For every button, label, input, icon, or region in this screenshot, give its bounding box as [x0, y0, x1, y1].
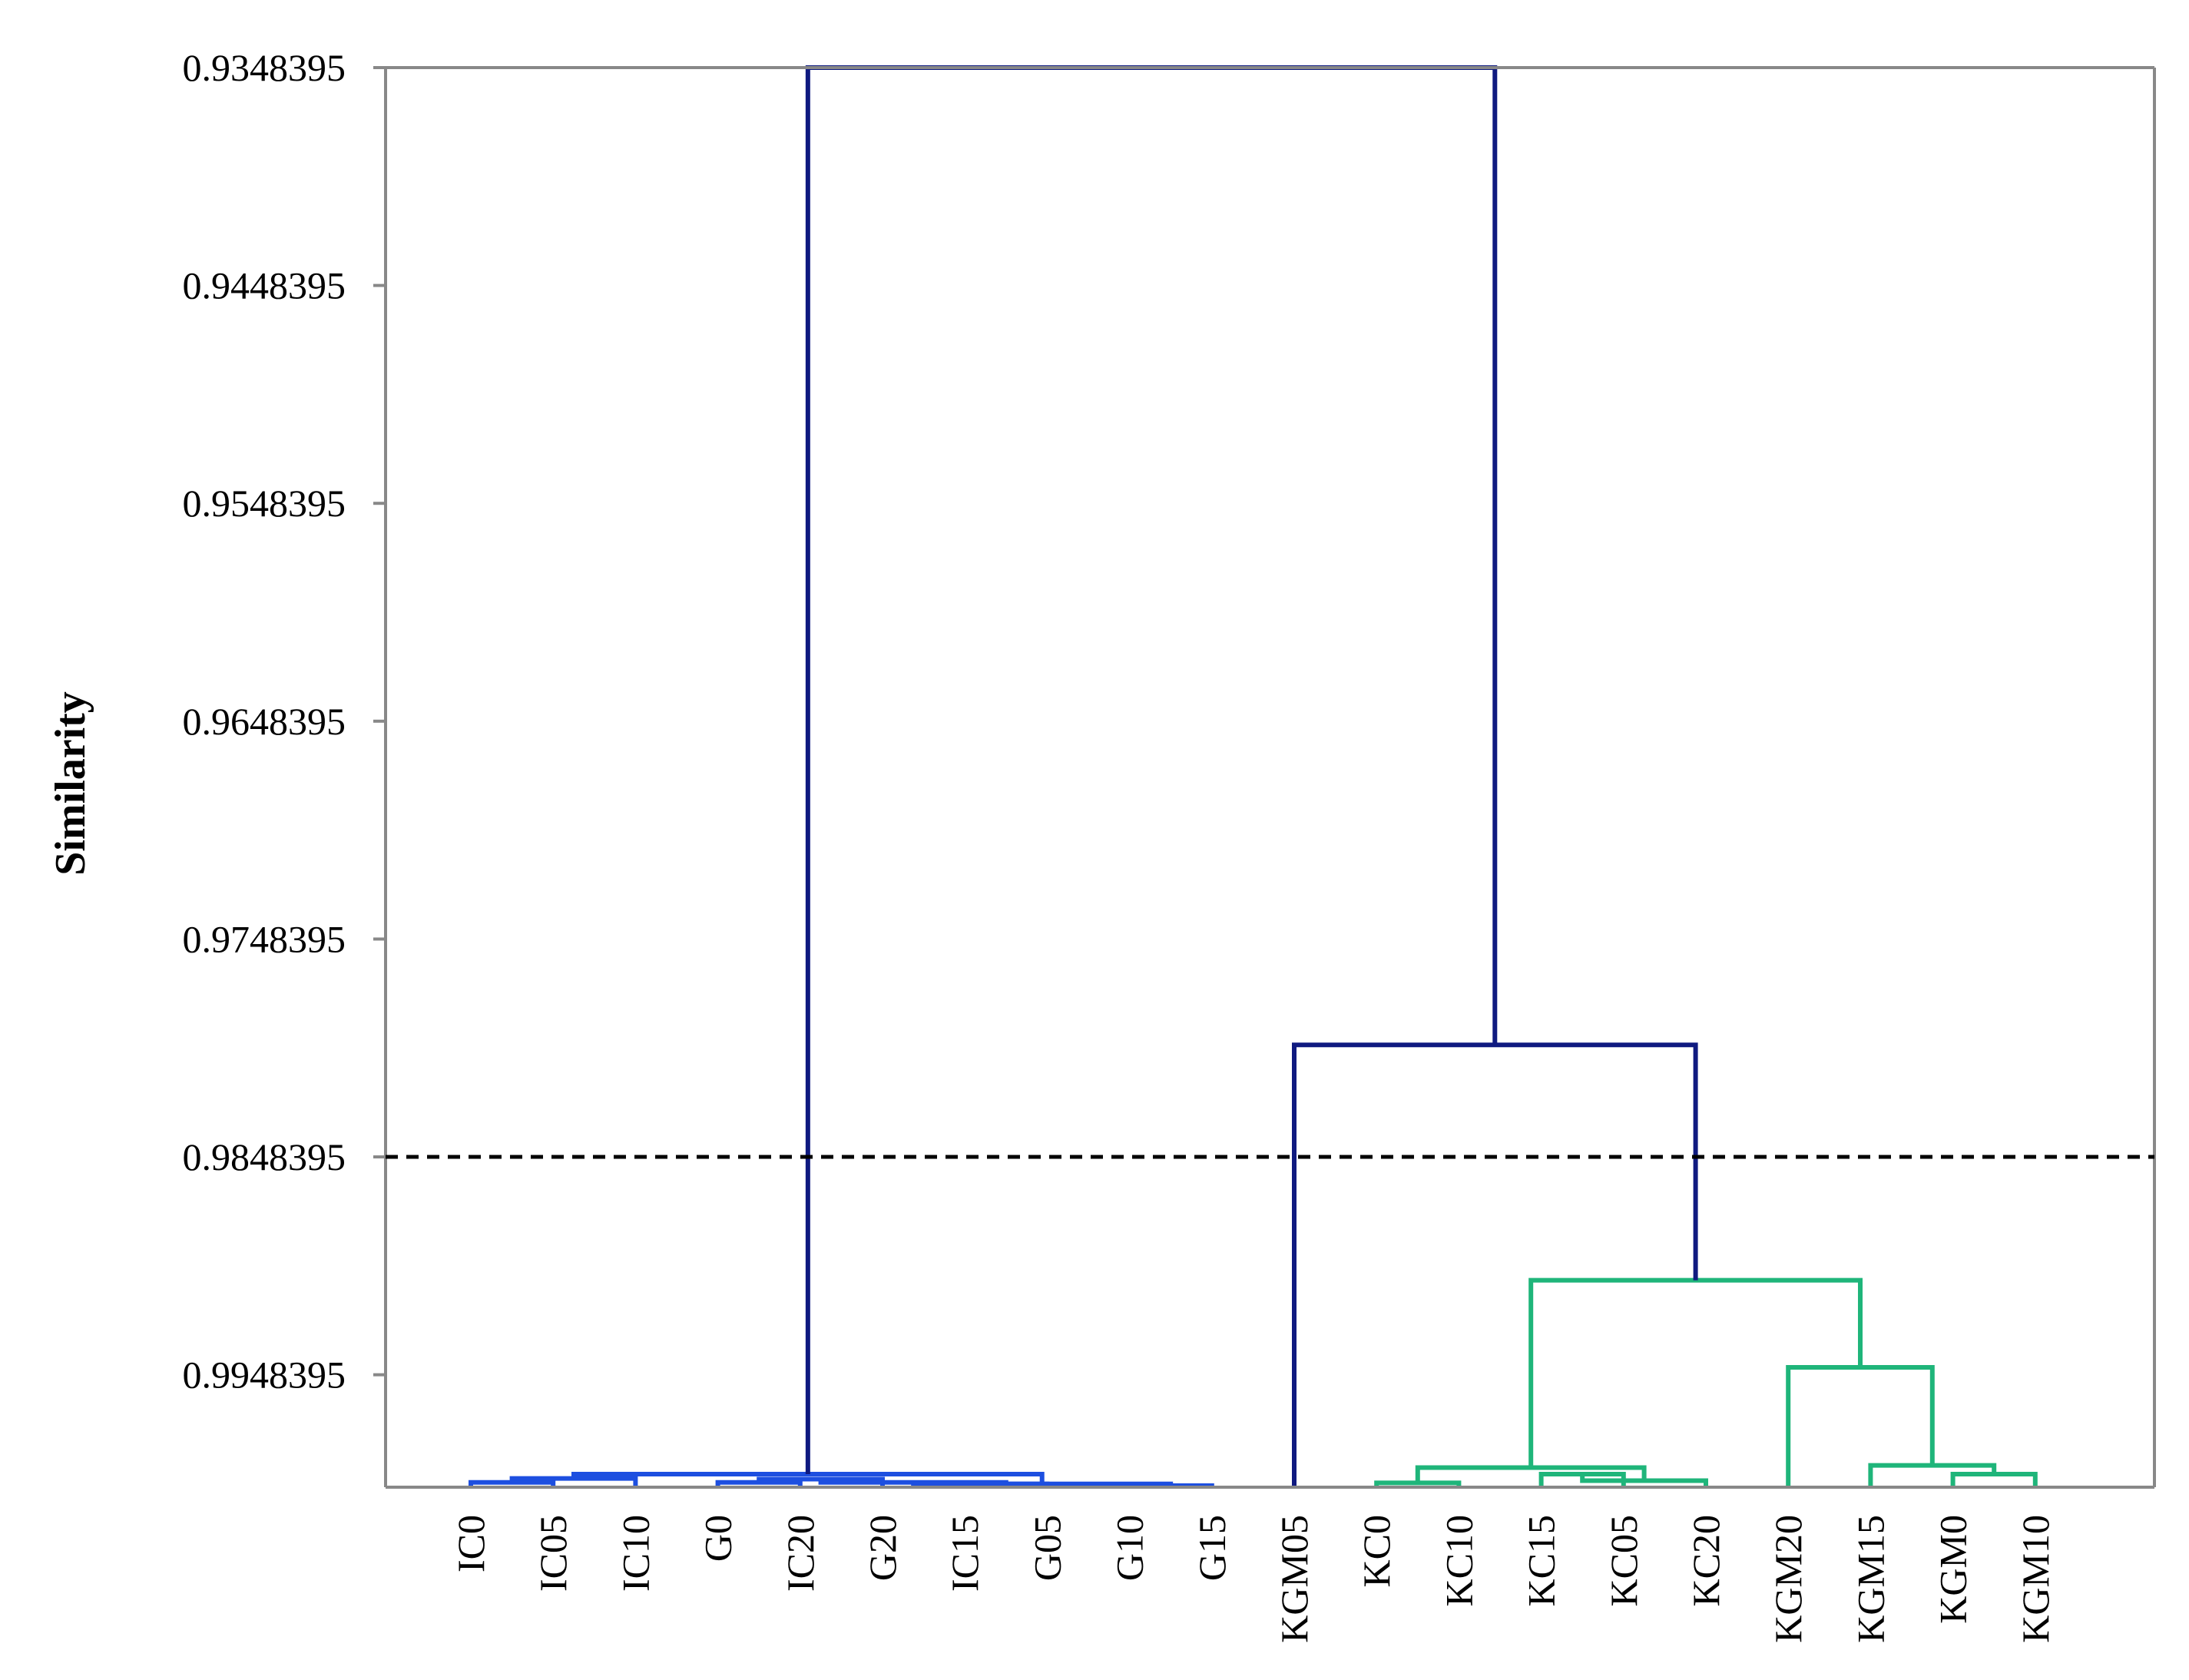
leaf-label: G05 [1025, 1515, 1068, 1581]
y-axis-ticks: 0.9348395 0.9448395 0.9548395 0.9648395 0.97… [183, 46, 386, 1397]
y-tick-label: 0.9348395 [183, 46, 346, 89]
x-axis-leaf-labels: IC0 IC05 IC10 G0 IC20 G20 IC15 G05 G10 G15 KGM05 KC… [449, 1515, 2057, 1643]
leaf-label: KGM05 [1273, 1515, 1316, 1643]
leaf-label: G15 [1191, 1515, 1234, 1581]
leaf-label: KC10 [1437, 1515, 1480, 1606]
dendrogram-link-p [1786, 1365, 1935, 1487]
leaf-label: KC20 [1684, 1515, 1727, 1606]
y-tick-label: 0.9448395 [183, 264, 346, 307]
leaf-label: G0 [697, 1515, 740, 1562]
dendrogram-link-r [1292, 1042, 1698, 1487]
leaf-label: KGM15 [1849, 1515, 1892, 1643]
leaf-label: IC10 [614, 1515, 657, 1592]
leaf-label: KC15 [1520, 1515, 1563, 1606]
leaf-label: KC0 [1355, 1515, 1398, 1587]
dendrogram-link-j [1374, 1480, 1462, 1487]
leaf-label: IC0 [449, 1515, 492, 1572]
leaf-label: KGM0 [1932, 1515, 1975, 1624]
leaf-label: G20 [861, 1515, 904, 1581]
dendrogram-branches [469, 65, 2038, 1489]
dendrogram-link-root [805, 65, 1498, 1474]
y-tick-label: 0.9948395 [183, 1354, 346, 1397]
leaf-label: IC20 [779, 1515, 822, 1592]
dendrogram-link-m [1415, 1465, 1647, 1483]
dendrogram-link-h [911, 1481, 1174, 1486]
dendrogram-link-q [1528, 1277, 1863, 1468]
y-axis-title: Similarity [47, 691, 94, 876]
dendrogram-link-o [1868, 1463, 1997, 1487]
leaf-label: G10 [1108, 1515, 1151, 1581]
leaf-label: KGM10 [2014, 1515, 2057, 1643]
y-tick-label: 0.9748395 [183, 917, 346, 960]
leaf-label: KGM20 [1767, 1515, 1810, 1643]
leaf-label: KC05 [1602, 1515, 1645, 1606]
y-tick-label: 0.9648395 [183, 700, 346, 743]
y-tick-label: 0.9548395 [183, 482, 346, 525]
dendrogram-link-n [1950, 1471, 2038, 1487]
leaf-label: IC15 [943, 1515, 986, 1592]
dendrogram-link-b [509, 1476, 638, 1487]
y-tick-label: 0.9848395 [183, 1135, 346, 1178]
leaf-label: IC05 [532, 1515, 575, 1592]
